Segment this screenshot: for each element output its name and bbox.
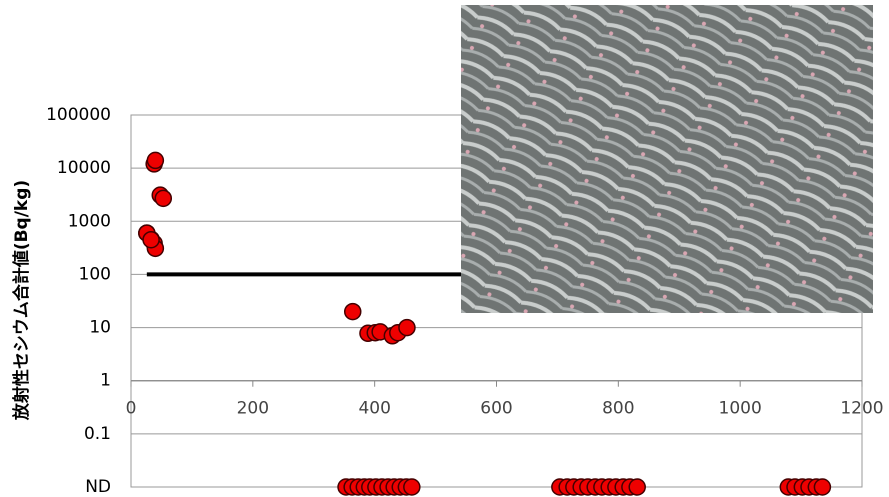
x-tick-label: 1200 [840, 399, 883, 419]
x-tick-label: 400 [358, 399, 390, 419]
data-point [403, 478, 421, 496]
x-tick-label: 0 [126, 399, 137, 419]
data-point [142, 230, 160, 249]
plot-area: ND 0.1 1 10 100 1000 10000 100000 0 200 400 600 800 1… [46, 105, 884, 497]
y-tick-label: 0.1 [84, 424, 111, 444]
data-point [146, 151, 165, 170]
y-tick-label: 10 [89, 318, 111, 338]
x-tick-label: 800 [602, 399, 634, 419]
data-point [628, 478, 646, 496]
data-point [343, 302, 362, 321]
y-tick-label: 100 [79, 264, 111, 284]
y-tick-label: ND [85, 477, 111, 497]
photo [461, 5, 873, 313]
x-tick-label: 1000 [719, 399, 762, 419]
y-tick-label: 1000 [68, 211, 111, 231]
x-tick-label: 600 [480, 399, 512, 419]
y-axis-label: 放射性セシウム合計値(Bq/kg) [11, 180, 32, 421]
data-point [813, 478, 832, 496]
y-tick-label: 10000 [57, 158, 111, 178]
x-tick-label: 200 [237, 399, 269, 419]
y-tick-label: 100000 [46, 105, 111, 125]
data-point [154, 189, 173, 208]
data-point [398, 318, 416, 337]
y-tick-label: 1 [100, 371, 111, 391]
